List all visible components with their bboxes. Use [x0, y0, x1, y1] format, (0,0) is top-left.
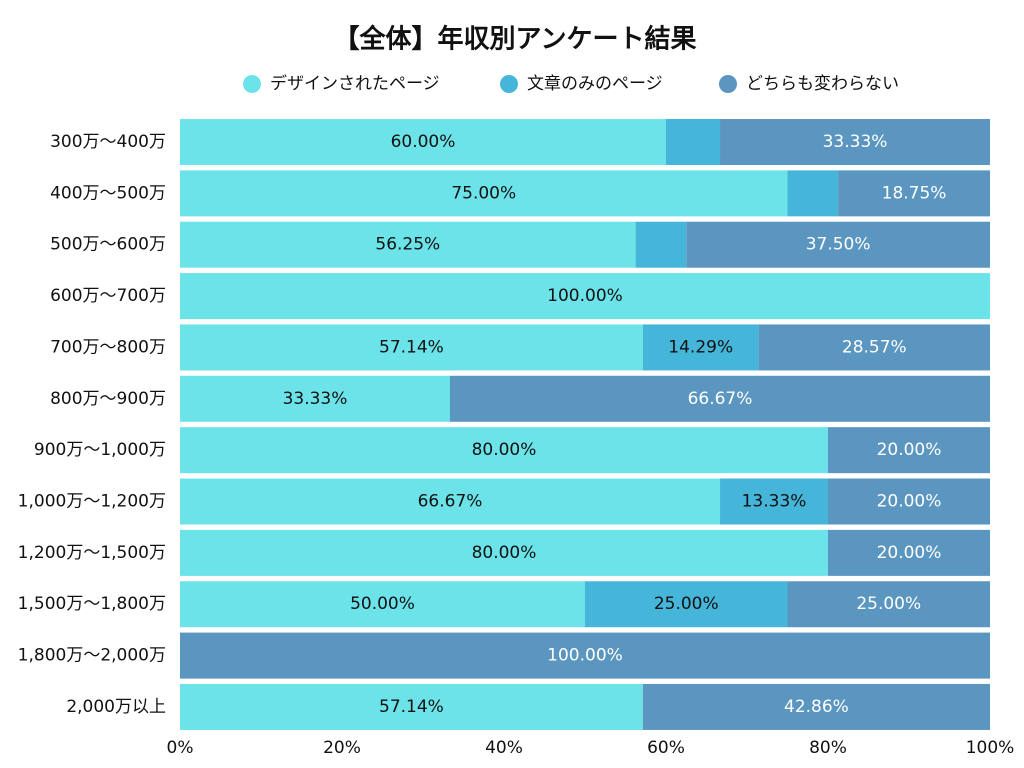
bar-segment	[828, 529, 990, 576]
data-label: 80.00%	[472, 543, 537, 563]
y-tick-label: 800万〜900万	[50, 389, 166, 409]
bar-segment	[180, 529, 828, 576]
data-label: 42.86%	[784, 697, 849, 717]
bar-segment	[758, 324, 990, 371]
data-label: 37.50%	[806, 235, 871, 255]
x-tick-label: 80%	[809, 738, 847, 758]
data-label: 25.00%	[654, 594, 719, 614]
bar-segment	[180, 221, 636, 268]
y-tick-label: 700万〜800万	[50, 337, 166, 357]
data-label: 25.00%	[856, 594, 921, 614]
data-label: 20.00%	[877, 440, 942, 460]
data-label: 56.25%	[375, 235, 440, 255]
bar-segment	[686, 221, 990, 268]
bar-segment	[180, 324, 643, 371]
data-label: 14.29%	[668, 337, 733, 357]
legend-label: どちらも変わらない	[746, 74, 899, 94]
y-tick-label: 600万〜700万	[50, 286, 166, 306]
y-tick-label: 2,000万以上	[66, 697, 166, 717]
data-label: 18.75%	[882, 183, 947, 203]
chart-title: 【全体】年収別アンケート結果	[334, 24, 697, 55]
legend-marker	[243, 75, 261, 93]
legend-marker	[500, 75, 518, 93]
y-tick-label: 300万〜400万	[50, 132, 166, 152]
data-label: 80.00%	[472, 440, 537, 460]
data-label: 75.00%	[451, 183, 516, 203]
data-label: 57.14%	[379, 697, 444, 717]
bar-segment	[180, 170, 788, 217]
data-label: 20.00%	[877, 543, 942, 563]
legend-marker	[719, 75, 737, 93]
x-tick-label: 40%	[485, 738, 523, 758]
bar-segment	[180, 375, 450, 422]
bar-segment	[180, 683, 643, 730]
y-tick-label: 500万〜600万	[50, 235, 166, 255]
bar-segment	[635, 221, 687, 268]
y-tick-label: 1,500万〜1,800万	[18, 594, 166, 614]
legend-label: 文章のみのページ	[527, 74, 663, 94]
data-label: 100.00%	[547, 286, 623, 306]
data-label: 100.00%	[547, 646, 623, 666]
bar-segment	[642, 324, 759, 371]
data-label: 33.33%	[283, 389, 348, 409]
data-label: 66.67%	[688, 389, 753, 409]
bar-segment	[828, 478, 990, 525]
bar-segment	[180, 119, 666, 165]
data-label: 60.00%	[391, 132, 456, 152]
bar-segment	[180, 427, 828, 474]
data-label: 50.00%	[350, 594, 415, 614]
data-label: 20.00%	[877, 492, 942, 512]
bar-segment	[787, 170, 839, 217]
y-tick-label: 400万〜500万	[50, 183, 166, 203]
bar-segment	[720, 478, 828, 525]
data-label: 33.33%	[823, 132, 888, 152]
x-tick-label: 20%	[323, 738, 361, 758]
bar-segment	[180, 581, 585, 628]
data-label: 28.57%	[842, 337, 907, 357]
x-tick-label: 100%	[966, 738, 1015, 758]
bar-segment	[585, 581, 788, 628]
y-tick-label: 1,800万〜2,000万	[18, 646, 166, 666]
data-label: 66.67%	[418, 492, 483, 512]
bar-segment	[449, 375, 990, 422]
y-tick-label: 1,200万〜1,500万	[18, 543, 166, 563]
bar-segment	[720, 119, 990, 165]
bar-segment	[180, 273, 990, 320]
bar-segment	[828, 427, 990, 474]
data-label: 57.14%	[379, 337, 444, 357]
x-tick-label: 0%	[167, 738, 194, 758]
data-label: 13.33%	[742, 492, 807, 512]
bar-segment	[787, 581, 990, 628]
legend-label: デザインされたページ	[270, 73, 440, 94]
x-tick-label: 60%	[647, 738, 685, 758]
bar-segment	[180, 478, 721, 525]
y-tick-label: 1,000万〜1,200万	[18, 492, 166, 512]
y-tick-label: 900万〜1,000万	[34, 440, 166, 460]
bar-segment	[180, 632, 990, 679]
bar-segment	[666, 119, 721, 165]
bar-segment	[642, 683, 990, 730]
bar-segment	[838, 170, 990, 217]
